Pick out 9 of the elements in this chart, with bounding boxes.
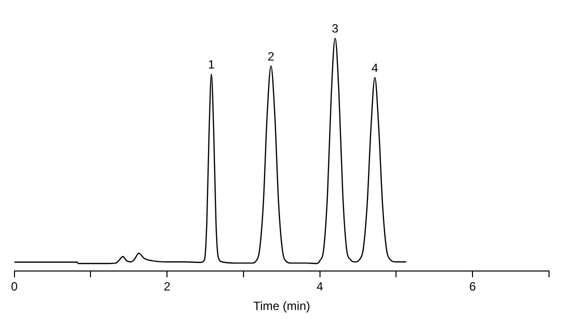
annotation: 4 [372,60,379,75]
annotation: 2 [268,49,275,64]
x-tick-label: 0 [10,280,18,294]
annotation: 3 [332,21,339,36]
x-tick-label: 2 [164,280,171,294]
x-tick-label: 4 [316,280,324,294]
x-axis-title: Time (min) [253,299,310,314]
x-tick-label: 6 [469,280,476,294]
annotation: 1 [208,57,216,72]
